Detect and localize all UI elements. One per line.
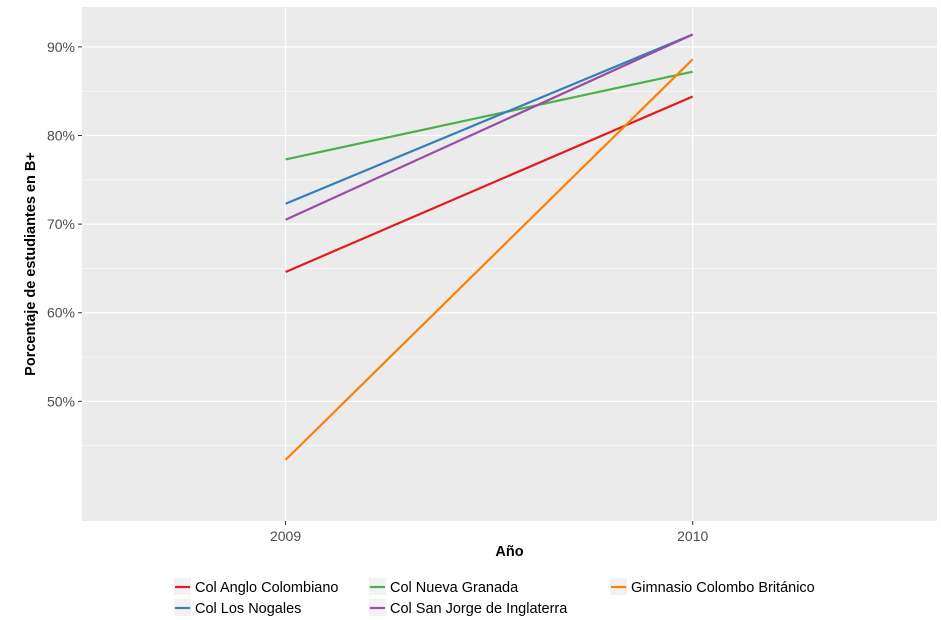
y-axis: 50% 60% 70% 80% 90% bbox=[47, 39, 82, 409]
minor-gridlines bbox=[82, 90, 937, 446]
y-tick-label: 70% bbox=[47, 216, 75, 232]
major-gridlines bbox=[82, 7, 937, 521]
series-lines bbox=[284, 33, 694, 461]
y-tick-label: 60% bbox=[47, 305, 75, 321]
legend-label: Col Nueva Granada bbox=[390, 580, 519, 596]
series-line bbox=[285, 70, 693, 161]
legend-label: Col Los Nogales bbox=[195, 601, 301, 617]
series-line bbox=[284, 58, 694, 461]
x-axis: 2009 2010 bbox=[270, 521, 708, 544]
legend: Col Anglo Colombiano Col Nueva Granada Gim… bbox=[174, 578, 815, 617]
series-line bbox=[285, 33, 694, 205]
y-tick-label: 50% bbox=[47, 393, 75, 409]
y-axis-title: Porcentaje de estudiantes en B+ bbox=[23, 152, 39, 376]
plot-panel bbox=[82, 7, 937, 521]
y-tick-label: 90% bbox=[47, 39, 75, 55]
y-tick-label: 80% bbox=[47, 128, 75, 144]
legend-label: Gimnasio Colombo Británico bbox=[631, 580, 815, 596]
x-tick-label: 2010 bbox=[677, 528, 708, 544]
series-line bbox=[285, 33, 694, 221]
x-axis-title: Año bbox=[495, 544, 523, 560]
x-tick-label: 2009 bbox=[270, 528, 301, 544]
legend-label: Col San Jorge de Inglaterra bbox=[390, 601, 568, 617]
legend-label: Col Anglo Colombiano bbox=[195, 580, 338, 596]
